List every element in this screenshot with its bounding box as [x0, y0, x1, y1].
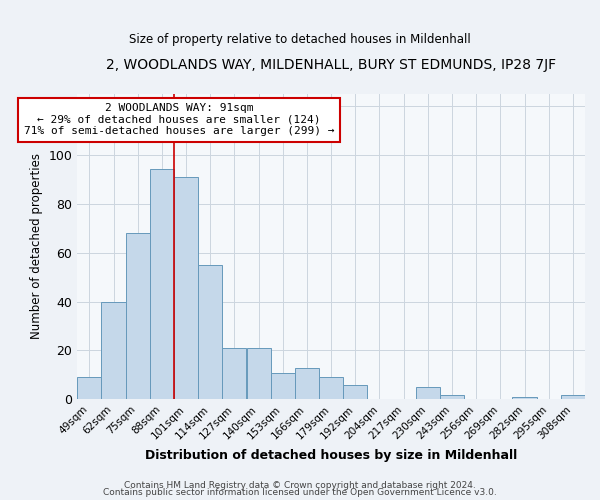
Bar — [77, 378, 101, 400]
Bar — [319, 378, 343, 400]
Bar — [440, 394, 464, 400]
Text: Contains HM Land Registry data © Crown copyright and database right 2024.: Contains HM Land Registry data © Crown c… — [124, 480, 476, 490]
Bar — [125, 233, 150, 400]
Text: 2 WOODLANDS WAY: 91sqm
← 29% of detached houses are smaller (124)
71% of semi-de: 2 WOODLANDS WAY: 91sqm ← 29% of detached… — [23, 104, 334, 136]
Bar — [416, 387, 440, 400]
Bar — [295, 368, 319, 400]
Bar — [101, 302, 125, 400]
Bar — [561, 394, 585, 400]
Text: Contains public sector information licensed under the Open Government Licence v3: Contains public sector information licen… — [103, 488, 497, 497]
Bar — [198, 265, 223, 400]
Title: 2, WOODLANDS WAY, MILDENHALL, BURY ST EDMUNDS, IP28 7JF: 2, WOODLANDS WAY, MILDENHALL, BURY ST ED… — [106, 58, 556, 71]
Bar — [174, 176, 198, 400]
Y-axis label: Number of detached properties: Number of detached properties — [30, 154, 43, 340]
Bar — [271, 372, 295, 400]
Bar — [343, 385, 367, 400]
Bar — [150, 170, 174, 400]
Bar — [247, 348, 271, 400]
Bar — [223, 348, 247, 400]
X-axis label: Distribution of detached houses by size in Mildenhall: Distribution of detached houses by size … — [145, 450, 517, 462]
Text: Size of property relative to detached houses in Mildenhall: Size of property relative to detached ho… — [129, 32, 471, 46]
Bar — [512, 397, 536, 400]
